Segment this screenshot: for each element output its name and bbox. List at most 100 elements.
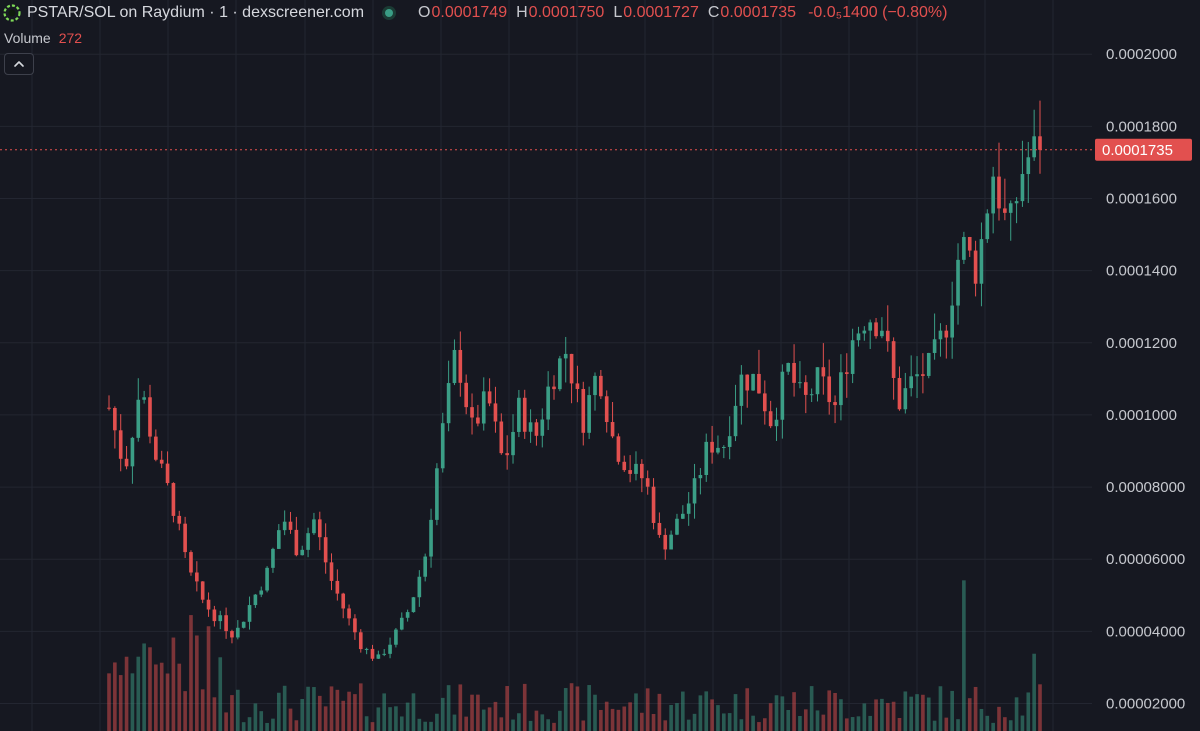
- candle-body: [710, 441, 714, 453]
- volume-bar: [733, 694, 738, 731]
- candle-body: [1008, 203, 1013, 213]
- candle-body: [991, 176, 995, 214]
- candle-body: [727, 436, 732, 447]
- candle-body: [312, 519, 316, 534]
- candle-body: [681, 513, 685, 519]
- volume-bar: [604, 701, 609, 731]
- candle-body: [399, 617, 404, 630]
- candle-body: [798, 382, 802, 384]
- candle-body: [622, 461, 627, 471]
- candle-body: [522, 397, 527, 432]
- volume-bar: [423, 721, 428, 731]
- volume-bar: [1014, 697, 1019, 731]
- candle-body: [271, 548, 275, 568]
- chevron-up-icon: [14, 61, 24, 67]
- candle-body: [165, 463, 170, 484]
- volume-bar: [640, 712, 644, 731]
- volume-bar: [1038, 684, 1042, 731]
- candle-body: [786, 362, 791, 372]
- volume-bar: [171, 637, 176, 731]
- volume-bar: [124, 656, 129, 731]
- y-tick-label: 0.0002000: [1106, 46, 1177, 63]
- candle-body: [903, 388, 908, 410]
- y-tick-label: 0.0001400: [1106, 263, 1177, 280]
- candle-body: [675, 518, 679, 535]
- volume-bar: [353, 694, 357, 731]
- candle-body: [997, 176, 1001, 209]
- volume-bar: [159, 662, 164, 731]
- collapse-legend-button[interactable]: [4, 53, 34, 75]
- candle-body: [440, 423, 445, 469]
- price-axis[interactable]: 0.00002000 0.00004000 0.00006000 0.00008000…: [1106, 46, 1185, 712]
- candle-body: [417, 576, 422, 598]
- volume-bar: [399, 716, 404, 731]
- volume-bar: [815, 710, 820, 731]
- volume-bar: [370, 722, 375, 731]
- volume-bar: [850, 717, 855, 731]
- candle-body: [973, 250, 978, 284]
- candle-body: [880, 330, 884, 337]
- volume-bar: [294, 720, 299, 731]
- volume-bar: [148, 647, 152, 731]
- candle-body: [329, 562, 334, 581]
- candle-body: [581, 388, 586, 433]
- candle-body: [587, 395, 591, 433]
- volume-bar: [956, 719, 960, 731]
- candle-body: [464, 382, 468, 408]
- candle-body: [850, 340, 855, 374]
- volume-bar: [382, 693, 387, 731]
- current-price-label: 0.0001735: [1102, 142, 1173, 159]
- volume-bar: [885, 702, 890, 731]
- volume-bar: [1003, 717, 1007, 731]
- volume-bar: [511, 719, 515, 731]
- candle-body: [142, 397, 146, 400]
- candle-body: [909, 376, 913, 389]
- volume-bar: [634, 693, 638, 731]
- candle-body: [154, 436, 158, 460]
- candle-body: [394, 629, 398, 645]
- candle-body: [423, 556, 428, 577]
- volume-bar: [440, 697, 445, 731]
- candle-body: [1003, 208, 1007, 213]
- candle-body: [739, 374, 744, 406]
- candle-body: [833, 402, 837, 406]
- y-tick-label: 0.00008000: [1106, 479, 1185, 496]
- candle-body: [686, 503, 691, 514]
- high-value: 0.0001750: [528, 4, 605, 21]
- candle-body: [265, 567, 269, 591]
- volume-bar: [130, 673, 135, 731]
- volume-bar: [265, 722, 269, 731]
- volume-bar: [704, 691, 709, 731]
- candle-body: [862, 330, 867, 334]
- candle-body: [236, 627, 240, 638]
- open-key: O: [418, 4, 431, 21]
- volume-bar: [364, 716, 369, 731]
- volume-bar: [476, 694, 480, 731]
- candle-body: [716, 447, 720, 453]
- volume-bar: [107, 673, 111, 731]
- volume-bar: [581, 720, 586, 731]
- volume-bar: [435, 713, 439, 731]
- volume-bar: [727, 713, 732, 731]
- candle-body: [534, 422, 539, 436]
- volume-bar: [645, 688, 650, 731]
- volume-bar: [768, 703, 773, 731]
- candle-body: [569, 353, 574, 384]
- volume-bar: [206, 626, 211, 731]
- candle-body: [546, 386, 550, 420]
- candle-body: [405, 612, 410, 618]
- candle-body: [757, 373, 761, 394]
- volume-bar: [558, 710, 562, 731]
- current-price-tag: [1095, 138, 1192, 161]
- candle-body: [762, 393, 767, 412]
- volume-bar: [411, 693, 416, 731]
- candle-body: [780, 371, 785, 420]
- volume-bar: [329, 686, 334, 731]
- volume-bar: [874, 699, 878, 731]
- volume-bar: [481, 709, 486, 731]
- candle-body: [897, 377, 902, 410]
- volume-bar: [528, 720, 533, 731]
- volume-bar: [282, 685, 287, 731]
- volume-bar: [967, 698, 972, 731]
